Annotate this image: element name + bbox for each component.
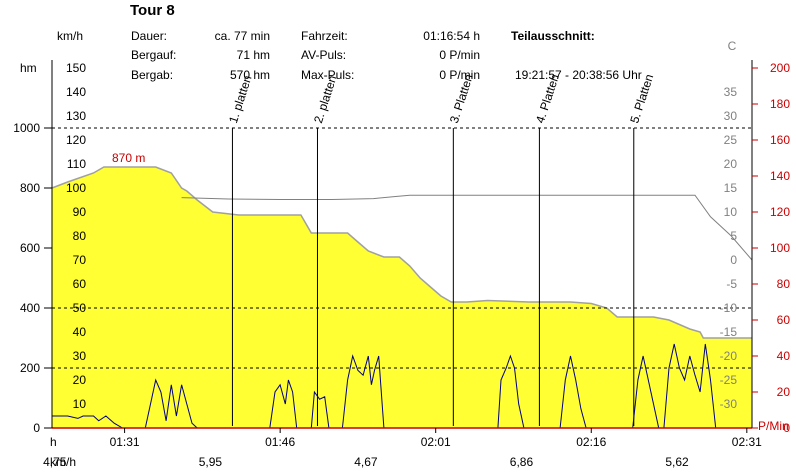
altitude-tick-label: 400 <box>20 301 40 315</box>
speed-tick-label: 70 <box>73 253 87 267</box>
temperature-tick-label: 15 <box>724 181 738 195</box>
temperature-tick-label: 5 <box>730 229 737 243</box>
bottom-speed-unit-label: km/h <box>50 455 76 469</box>
max-pulse-value: 0 P/min <box>439 68 480 82</box>
altitude-tick-label: 800 <box>20 181 40 195</box>
pulse-tick-label: 200 <box>770 61 790 75</box>
time-unit-label: h <box>50 435 57 449</box>
time-tick-label: 01:31 <box>110 435 140 449</box>
altitude-tick-label: 0 <box>33 421 40 435</box>
time-tick-label: 02:31 <box>732 435 762 449</box>
pulse-tick-label: 140 <box>770 169 790 183</box>
speed-tick-label: 30 <box>73 349 87 363</box>
avg-pulse-label: AV-Puls: <box>301 48 347 62</box>
ascent-value: 71 hm <box>236 48 270 62</box>
temperature-tick-label: -20 <box>720 349 738 363</box>
section-range: 19:21:57 - 20:38:56 Uhr <box>515 68 642 82</box>
speed-tick-label: 10 <box>73 397 87 411</box>
temperature-tick-label: -30 <box>720 397 738 411</box>
event-marker-label: 1. platten <box>226 74 255 125</box>
time-tick-label: 02:01 <box>421 435 451 449</box>
pulse-unit-label: P/Min <box>758 419 789 433</box>
pulse-tick-label: 100 <box>770 241 790 255</box>
pulse-tick-label: 120 <box>770 205 790 219</box>
altitude-tick-label: 200 <box>20 361 40 375</box>
temperature-tick-label: 30 <box>724 109 738 123</box>
time-tick-label: 02:16 <box>576 435 606 449</box>
ride-time-label: Fahrzeit: <box>301 29 348 43</box>
altitude-area <box>52 167 752 428</box>
event-marker-label: 2. platten <box>311 74 340 125</box>
speed-tick-label: 150 <box>66 61 86 75</box>
event-marker-label: 3. Platten <box>447 72 476 125</box>
pulse-tick-label: 160 <box>770 133 790 147</box>
duration-value: ca. 77 min <box>214 29 270 43</box>
speed-tick-label: 60 <box>73 277 87 291</box>
avg-pulse-value: 0 P/min <box>439 48 480 62</box>
bottom-speed-value: 4,67 <box>354 455 378 469</box>
speed-tick-label: 110 <box>67 157 86 171</box>
time-tick-label: 01:46 <box>265 435 295 449</box>
temperature-unit-label: C <box>728 39 737 53</box>
speed-tick-label: 40 <box>73 325 87 339</box>
pulse-tick-label: 60 <box>777 313 791 327</box>
speed-unit-label: km/h <box>57 29 84 43</box>
bottom-speed-value: 5,62 <box>665 455 689 469</box>
temperature-tick-label: 35 <box>724 85 738 99</box>
pulse-tick-label: 20 <box>777 385 791 399</box>
altitude-tick-label: 1000 <box>13 121 40 135</box>
temperature-tick-label: -15 <box>720 325 738 339</box>
temperature-tick-label: 25 <box>724 133 738 147</box>
bottom-speed-value: 6,86 <box>510 455 534 469</box>
temperature-tick-label: -5 <box>726 277 737 291</box>
page-title: Tour 8 <box>130 2 175 19</box>
altitude-unit-label: hm <box>20 61 37 75</box>
altitude-line <box>51 166 752 339</box>
bottom-speed-value: 4,75 <box>43 455 67 469</box>
temperature-tick-label: 10 <box>724 205 738 219</box>
ride-time-value: 01:16:54 h <box>423 29 480 43</box>
ascent-label: Bergauf: <box>131 48 177 62</box>
pulse-tick-label: 0 <box>783 421 790 435</box>
max-pulse-label: Max-Puls: <box>301 68 355 82</box>
temperature-line <box>181 194 753 261</box>
pulse-tick-label: 80 <box>777 277 791 291</box>
duration-label: Dauer: <box>131 29 168 43</box>
temperature-tick-label: 20 <box>724 157 738 171</box>
speed-tick-label: 20 <box>73 373 87 387</box>
altitude-tick-label: 600 <box>20 241 40 255</box>
section-label: Teilausschnitt: <box>511 29 595 43</box>
temperature-tick-label: -10 <box>720 301 738 315</box>
speed-line <box>52 343 717 429</box>
temperature-tick-label: 0 <box>730 253 737 267</box>
descent-value: 570 hm <box>229 68 270 82</box>
speed-tick-label: 120 <box>66 133 86 147</box>
speed-tick-label: 90 <box>73 205 87 219</box>
bottom-speed-value: 5,95 <box>199 455 223 469</box>
speed-tick-label: 100 <box>66 181 86 195</box>
speed-tick-label: 50 <box>73 301 87 315</box>
pulse-tick-label: 40 <box>777 349 791 363</box>
speed-tick-label: 140 <box>66 85 86 99</box>
descent-label: Bergab: <box>131 68 174 82</box>
speed-tick-label: 80 <box>73 229 87 243</box>
speed-tick-label: 130 <box>66 109 86 123</box>
max-altitude-label: 870 m <box>112 151 145 165</box>
temperature-tick-label: -25 <box>720 373 738 387</box>
pulse-tick-label: 180 <box>770 97 790 111</box>
